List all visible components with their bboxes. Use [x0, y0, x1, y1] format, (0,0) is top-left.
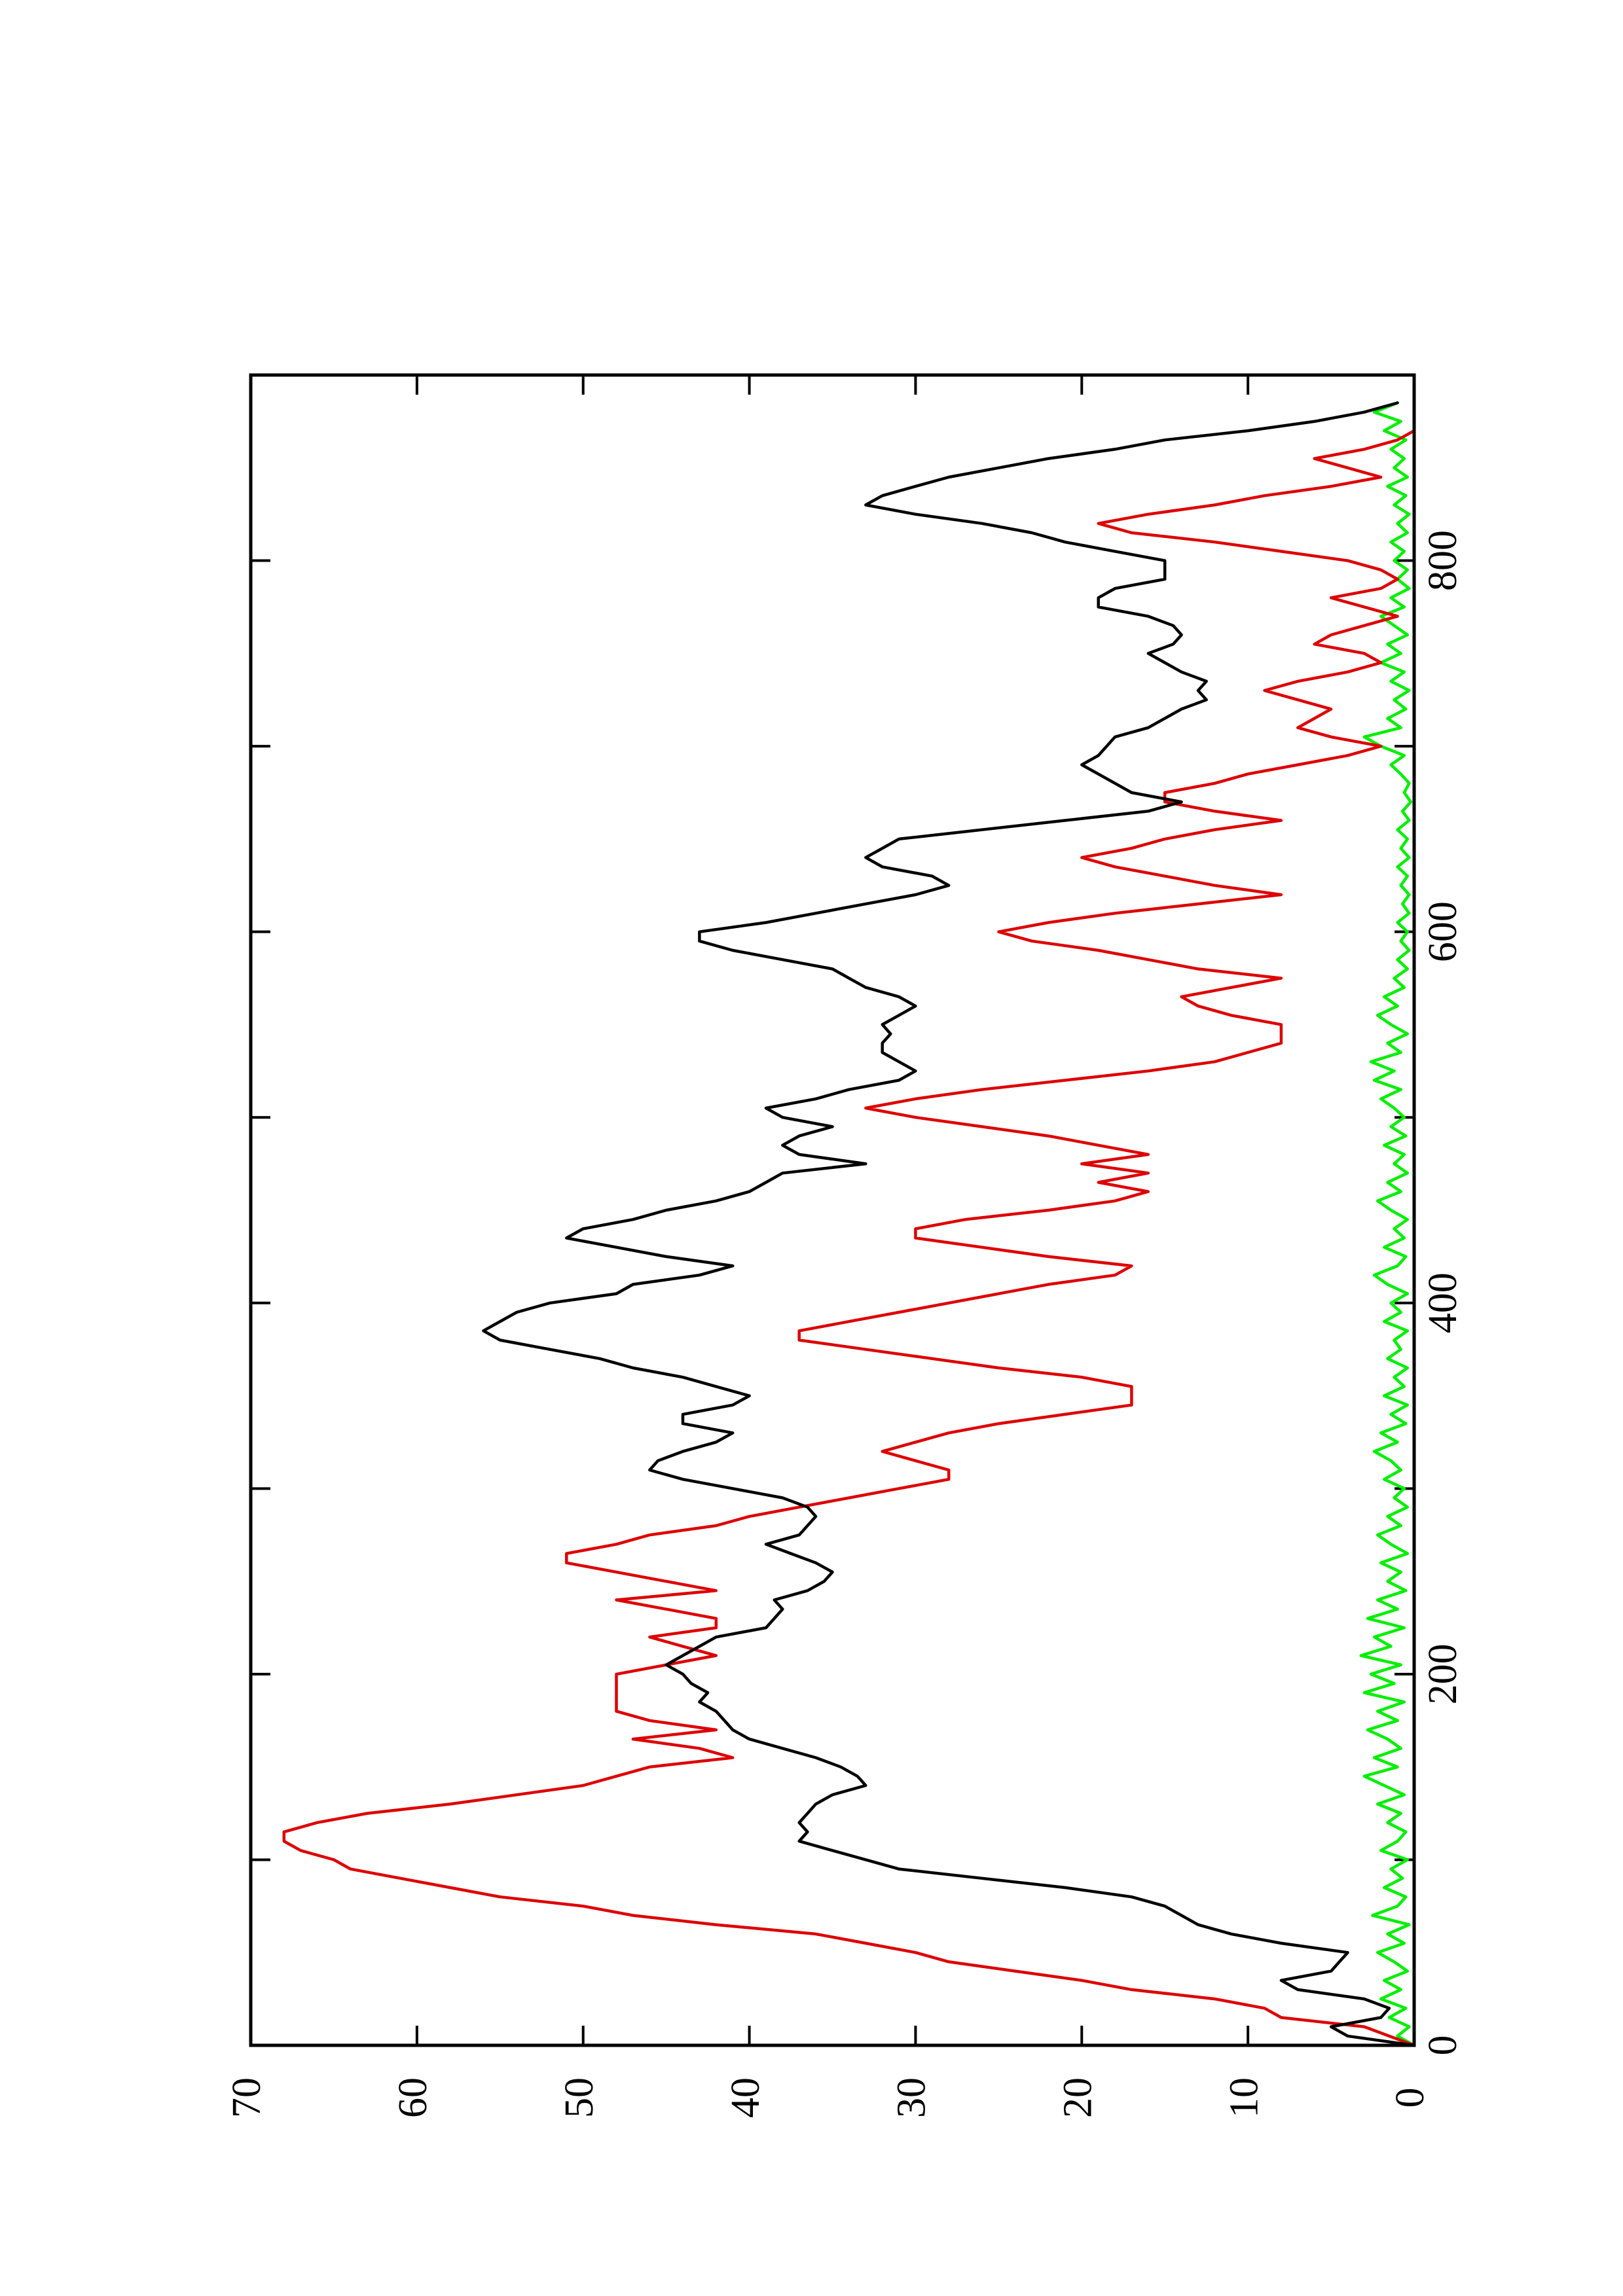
- y-tick-label: 40: [723, 2077, 768, 2118]
- series-line-3: [1359, 401, 1416, 2047]
- x-tick-label: 200: [1421, 1643, 1465, 1704]
- y-tick-label: 20: [1056, 2077, 1101, 2118]
- series-line-1: [482, 401, 1416, 2047]
- y-tick-label: 10: [1222, 2077, 1266, 2118]
- y-tick-label: 60: [391, 2077, 435, 2118]
- x-tick-label: 400: [1421, 1272, 1465, 1333]
- plot-frame: [249, 373, 1416, 2047]
- y-tick-label: 70: [225, 2077, 269, 2118]
- y-tick-label: 30: [890, 2077, 934, 2118]
- series-group: [282, 401, 1416, 2047]
- series-line-2: [282, 429, 1416, 2047]
- x-tick-label: 600: [1421, 901, 1465, 962]
- x-tick-label: 800: [1421, 530, 1465, 591]
- tick-labels-group: 0 200 400 600 800 0 10 20 30 40 50 60 70: [225, 530, 1465, 2118]
- x-tick-label: 0: [1421, 2036, 1465, 2056]
- y-tick-label: 0: [1388, 2088, 1432, 2108]
- y-tick-label: 50: [557, 2077, 602, 2118]
